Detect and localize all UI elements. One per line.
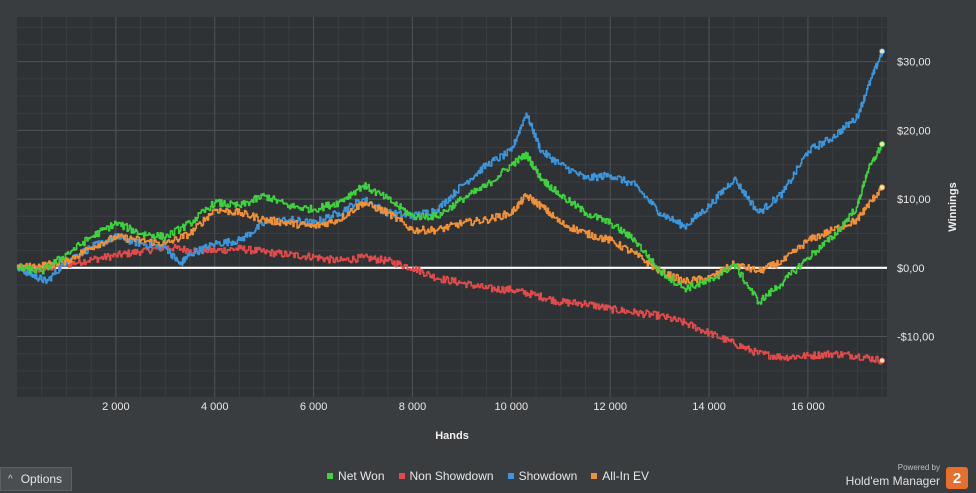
- x-tick-label: 8 000: [399, 401, 427, 413]
- legend-label: All-In EV: [602, 469, 649, 483]
- x-tick-label: 2 000: [102, 401, 130, 413]
- y-tick-label: $0,00: [897, 263, 925, 275]
- y-tick-label: $20,00: [897, 125, 931, 137]
- series-end-point: [879, 141, 886, 148]
- x-tick-label: 10 000: [494, 401, 528, 413]
- series-end-point: [879, 357, 886, 364]
- options-label: Options: [20, 472, 63, 486]
- x-tick-label: 14 000: [692, 401, 726, 413]
- series-line-all-in-ev: [17, 184, 883, 285]
- legend-swatch: [507, 473, 514, 479]
- y-tick-label: -$10,00: [897, 332, 934, 344]
- options-button[interactable]: ^ Options: [0, 467, 72, 491]
- legend-swatch: [591, 473, 598, 479]
- x-tick-label: 6 000: [300, 401, 328, 413]
- series-line-non-showdown: [17, 243, 883, 365]
- legend-item-net-won[interactable]: Net Won: [327, 469, 385, 483]
- x-tick-label: 16 000: [791, 401, 825, 413]
- legend-swatch: [327, 473, 334, 479]
- hem2-logo-icon: 2: [946, 467, 968, 489]
- powered-by-text: Powered by: [897, 463, 940, 472]
- y-tick-label: $10,00: [897, 194, 931, 206]
- legend-item-all-in-ev[interactable]: All-In EV: [591, 469, 649, 483]
- x-tick-label: 4 000: [201, 401, 229, 413]
- endpoint-markers: [879, 48, 886, 364]
- y-tick-label: $30,00: [897, 57, 931, 69]
- legend-label: Net Won: [338, 469, 385, 483]
- brand: Powered by Hold'em Manager 2: [846, 459, 968, 489]
- legend-swatch: [398, 473, 405, 479]
- series-group: [16, 51, 883, 365]
- x-axis-ticks: 2 000 4 000 6 000 8 000 10 000 12 000 14 000 16…: [102, 401, 825, 413]
- legend-item-non-showdown[interactable]: Non Showdown: [398, 469, 494, 483]
- x-axis-title: Hands: [435, 430, 469, 442]
- x-tick-label: 12 000: [593, 401, 627, 413]
- caret-up-icon: ^: [8, 473, 13, 485]
- y-axis-ticks: -$10,00 $0,00 $10,00 $20,00 $30,00: [897, 57, 934, 344]
- legend: Net Won Non Showdown Showdown All-In EV: [0, 469, 976, 483]
- product-name: Hold'em Manager: [845, 474, 940, 488]
- series-end-point: [879, 48, 886, 55]
- legend-item-showdown[interactable]: Showdown: [507, 469, 578, 483]
- series-end-point: [879, 184, 886, 191]
- legend-label: Non Showdown: [409, 469, 494, 483]
- legend-label: Showdown: [518, 469, 578, 483]
- series-line-net-won: [17, 142, 883, 305]
- y-axis-title: Winnings: [947, 182, 959, 231]
